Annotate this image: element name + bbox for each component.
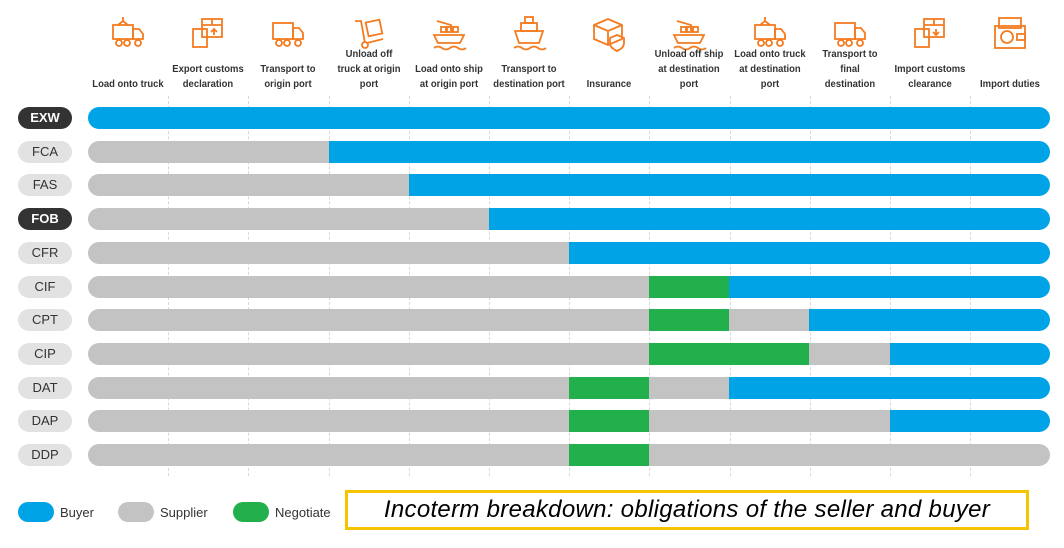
customs-export-icon [192,18,224,48]
obligation-bar-fas [88,174,1050,197]
buyer-segment [88,107,1050,129]
obligation-bar-dap [88,410,1050,433]
insured-box-icon [593,18,626,52]
buyer-segment [729,376,1050,399]
column-header: Load onto truck at destination port [730,0,810,100]
column-header: Load onto truck [88,0,168,100]
column-header: Import customs clearance [890,0,970,100]
supplier-segment [649,376,730,399]
negotiate-segment [649,275,730,298]
column-label: Import customs clearance [894,63,966,90]
ship-icon [513,16,547,51]
term-label-exw: EXW [18,107,72,129]
buyer-segment [889,342,1050,365]
buyer-segment [328,140,1050,163]
obligation-bar-fca [88,140,1050,163]
negotiate-segment [649,309,730,332]
column-header: Insurance [569,0,649,100]
buyer-segment [569,241,1050,264]
obligation-bar-fob [88,208,1050,231]
column-label: Import duties [980,78,1041,90]
column-header: Transport to origin port [248,0,328,100]
column-label: Transport to destination port [493,63,565,90]
column-label: Load onto ship at origin port [414,63,483,90]
caption: Incoterm breakdown: obligations of the s… [345,490,1029,530]
term-label-cfr: CFR [18,241,72,264]
supplier-segment [809,342,890,365]
legend-buyer: Buyer [18,502,94,522]
column-header: Unload off ship at destination port [649,0,729,100]
cargo-ship-crane-icon [672,20,707,51]
supplier-segment [88,410,569,433]
column-header: Transport to final destination [810,0,890,100]
legend-negotiate-label: Negotiate [275,504,331,520]
supplier-segment [729,309,810,332]
negotiate-segment [569,376,650,399]
obligation-bar-cfr [88,241,1050,264]
truck-icon [272,22,305,47]
column-label: Export customs declaration [172,63,244,90]
supplier-segment [88,309,650,332]
buyer-segment [729,275,1050,298]
term-label-cpt: CPT [18,309,72,332]
obligation-bar-dat [88,376,1050,399]
cargo-ship-crane-icon [432,20,467,51]
supplier-segment [649,444,1050,466]
legend-supplier: Supplier [118,502,208,522]
obligation-bar-cpt [88,309,1050,332]
buyer-segment [488,208,1050,231]
term-label-dap: DAP [18,410,72,433]
supplier-segment [88,241,569,264]
column-header: Transport to destination port [489,0,569,100]
column-label: Unload off truck at origin port [337,48,401,90]
obligation-bar-exw [88,107,1050,129]
term-label-fca: FCA [18,140,72,163]
term-label-fob: FOB [18,208,72,231]
legend-negotiate: Negotiate [233,502,331,522]
column-label: Insurance [586,78,632,90]
buyer-segment [408,174,1050,197]
column-label: Unload off ship at destination port [654,48,724,90]
obligation-bar-cif [88,275,1050,298]
supplier-segment [88,140,329,163]
container-truck-icon [753,17,786,47]
column-label: Transport to origin port [260,63,316,90]
money-wallet-icon [994,17,1027,49]
container-truck-icon [112,17,144,47]
term-label-cif: CIF [18,275,72,298]
negotiate-segment [649,342,810,365]
negotiate-swatch [233,502,269,522]
legend-supplier-label: Supplier [160,504,208,520]
supplier-segment [88,376,569,399]
column-header: Load onto ship at origin port [409,0,489,100]
column-header: Import duties [970,0,1050,100]
column-label: Load onto truck [92,78,164,90]
term-label-dat: DAT [18,376,72,399]
term-label-fas: FAS [18,174,72,197]
buyer-segment [889,410,1050,433]
supplier-segment [88,275,650,298]
column-label: Transport to final destination [822,48,878,90]
buyer-swatch [18,502,54,522]
negotiate-segment [569,410,650,433]
term-label-cip: CIP [18,342,72,365]
column-header: Unload off truck at origin port [329,0,409,100]
obligation-bar-cip [88,342,1050,365]
column-label: Load onto truck at destination port [733,48,806,90]
supplier-swatch [118,502,154,522]
obligation-bar-ddp [88,444,1050,466]
supplier-segment [88,342,650,365]
legend-buyer-label: Buyer [60,504,94,520]
term-label-ddp: DDP [18,444,72,466]
buyer-segment [809,309,1050,332]
supplier-segment [88,444,569,466]
column-header: Export customs declaration [168,0,248,100]
supplier-segment [649,410,890,433]
hand-truck-icon [354,18,383,49]
truck-icon [833,22,866,47]
supplier-segment [88,174,409,197]
negotiate-segment [569,444,650,466]
supplier-segment [88,208,489,231]
customs-import-icon [914,18,945,48]
